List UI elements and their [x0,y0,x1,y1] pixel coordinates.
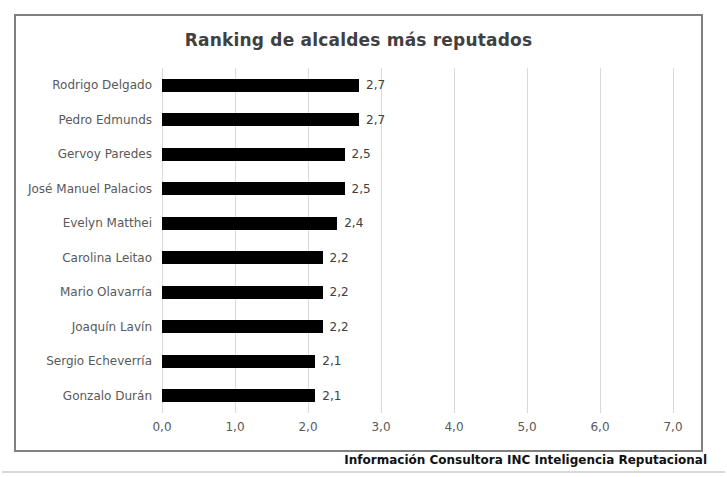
bar [162,320,323,333]
bar-value-label: 2,1 [322,344,341,379]
category-label: Sergio Echeverría [16,344,152,379]
category-label: Carolina Leitao [16,241,152,276]
x-axis-tick-label: 7,0 [653,420,693,434]
bar [162,355,315,368]
bar [162,148,345,161]
x-axis-tick-label: 5,0 [507,420,547,434]
bar [162,113,359,126]
footer-attribution: Información Consultora INC Inteligencia … [344,453,707,467]
category-label: Gonzalo Durán [16,379,152,414]
bar [162,79,359,92]
category-label: José Manuel Palacios [16,172,152,207]
footer-divider [2,471,725,473]
category-label: Rodrigo Delgado [16,68,152,103]
category-label: Joaquín Lavín [16,310,152,345]
bar-value-label: 2,5 [352,137,371,172]
bar-value-label: 2,2 [330,310,349,345]
bar-value-label: 2,2 [330,275,349,310]
bar-value-label: 2,2 [330,241,349,276]
chart-area: Ranking de alcaldes más reputados Rodrig… [14,14,703,452]
category-label: Gervoy Paredes [16,137,152,172]
x-axis-tick-label: 6,0 [580,420,620,434]
bar [162,217,337,230]
bar [162,389,315,402]
x-axis-tick-label: 1,0 [215,420,255,434]
bar [162,182,345,195]
category-label: Evelyn Matthei [16,206,152,241]
bar-value-label: 2,7 [366,68,385,103]
gridline [673,68,674,413]
bar-value-label: 2,5 [352,172,371,207]
bar [162,251,323,264]
bar-value-label: 2,4 [344,206,363,241]
bar-value-label: 2,1 [322,379,341,414]
x-axis-tick-label: 3,0 [361,420,401,434]
bar-value-label: 2,7 [366,103,385,138]
x-axis-tick-label: 2,0 [288,420,328,434]
gridline [454,68,455,413]
x-axis-tick-label: 0,0 [142,420,182,434]
x-axis-tick-label: 4,0 [434,420,474,434]
page: Ranking de alcaldes más reputados Rodrig… [0,0,727,477]
gridline [527,68,528,413]
gridline [600,68,601,413]
bar [162,286,323,299]
chart-title: Ranking de alcaldes más reputados [16,30,701,50]
category-label: Mario Olavarría [16,275,152,310]
category-label: Pedro Edmunds [16,103,152,138]
